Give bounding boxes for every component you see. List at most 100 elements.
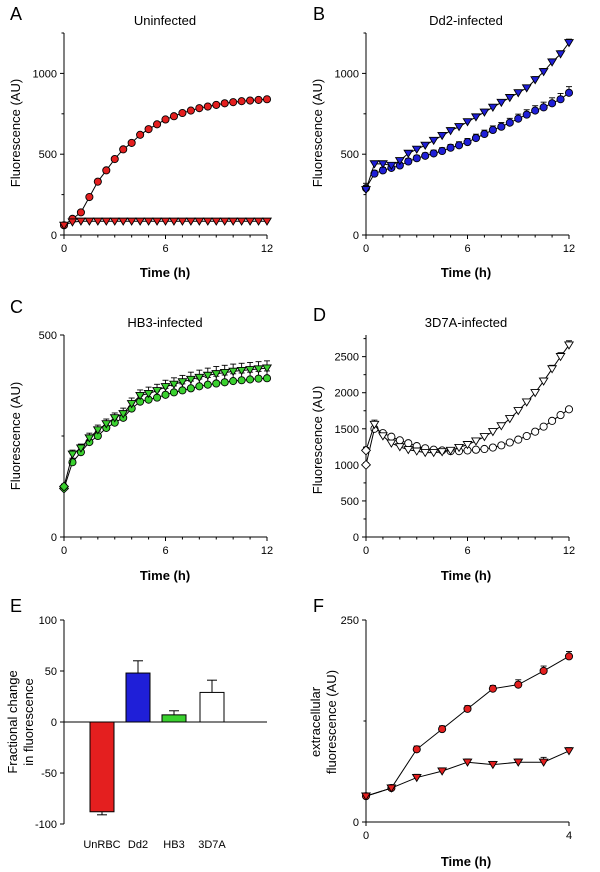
panel-f-point-circles	[514, 680, 523, 689]
panel-a-point-triangles	[228, 217, 239, 226]
panel-c-point-circles	[186, 384, 195, 393]
panel-e-category-label: Dd2	[128, 839, 148, 851]
panel-b-point-triangles	[386, 161, 397, 171]
panel-b-point-triangles	[428, 136, 439, 146]
panel-a-point-triangles	[168, 217, 179, 226]
panel-a-x-tick-label: 6	[162, 243, 168, 255]
panel-a-point-circles	[254, 95, 263, 104]
panel-f-point-triangles	[513, 758, 524, 767]
panel-b-point-triangles	[377, 160, 388, 169]
panel-b-point-circles	[514, 114, 523, 123]
panel-e-category-label: HB3	[163, 839, 184, 851]
panel-e-category-label: 3D7A	[198, 839, 226, 851]
panel-c-point-triangles	[152, 387, 163, 396]
panel-b-point-circles	[488, 125, 497, 135]
panel-e-bar-HB3	[161, 714, 187, 723]
panel-a-point-circles	[262, 95, 272, 104]
panel-f-series-triangles-line	[365, 750, 570, 797]
panel-d-point-circles	[480, 444, 489, 454]
panel-f-point-circles	[488, 684, 497, 693]
panel-c-point-triangles	[160, 383, 171, 392]
panel-a-point-triangles	[75, 217, 86, 226]
panel-c-point-triangles	[118, 410, 129, 419]
panel-d-point-triangles	[538, 377, 549, 386]
panel-b-x-tick-label: 12	[563, 243, 575, 255]
panel-a-point-circles	[203, 102, 212, 111]
panel-d-point-triangles	[547, 365, 558, 374]
panel-c-point-triangles	[109, 414, 120, 423]
panel-c-point-triangles	[84, 434, 95, 443]
panel-d-point-triangles	[555, 353, 566, 362]
panel-d-point-triangles	[377, 432, 388, 441]
panel-c-point-triangles	[135, 392, 146, 401]
panel-a-point-circles	[220, 99, 229, 108]
panel-f-point-circles	[539, 666, 548, 675]
panel-a-ylabel: Fluorescence (AU)	[8, 79, 23, 187]
panel-d-title: 3D7A-infected	[425, 315, 507, 330]
panel-a-plot: 0 6 12 0 500 1000	[33, 32, 273, 255]
panel-d-point-circles	[488, 443, 497, 452]
panel-f-point-triangles	[487, 761, 498, 770]
panel-f-y-tick-label: 0	[353, 817, 359, 829]
panel-b-y-tick-label: 1000	[335, 68, 359, 80]
panel-d-series-triangles-line	[365, 344, 570, 454]
panel-f-point-triangles	[538, 758, 549, 767]
panel-d-point-circles	[564, 405, 574, 414]
panel-b-point-triangles	[369, 160, 380, 169]
panel-d-plot: 0 6 12 0 500 1000 1500 2000 2500	[335, 335, 575, 557]
panel-d-point-circles	[360, 459, 372, 470]
panel-b-point-circles	[404, 157, 413, 166]
panel-f-point-circles	[564, 652, 574, 661]
panel-a-point-circles	[178, 108, 187, 118]
panel-b-point-circles	[556, 95, 565, 104]
panel-c-point-circles	[212, 379, 221, 388]
panel-a: A Uninfected Fluorescence (AU) Time (h) …	[8, 4, 273, 280]
panel-a-point-circles	[119, 145, 128, 154]
panel-d-point-triangles	[369, 420, 380, 430]
panel-f-x-tick-label: 4	[566, 830, 572, 842]
panel-b-point-triangles	[411, 145, 422, 155]
panel-c-point-triangles	[211, 370, 222, 379]
panel-c-point-circles	[195, 382, 204, 391]
panel-b-point-triangles	[564, 39, 574, 48]
panel-e-bar-Dd2	[125, 672, 151, 723]
panel-d-point-circles	[404, 439, 413, 448]
panel-d-point-triangles	[454, 443, 465, 453]
panel-b-point-triangles	[521, 84, 532, 93]
panel-b-point-triangles	[513, 89, 524, 98]
panel-d-y-tick-label: 0	[353, 532, 359, 544]
panel-c-point-triangles	[228, 367, 239, 377]
panel-c-point-circles	[229, 377, 238, 386]
panel-c-point-triangles	[75, 444, 86, 453]
panel-a-x-tick-label: 12	[261, 243, 273, 255]
panel-a-point-circles	[127, 138, 136, 147]
panel-c-point-triangles	[219, 368, 230, 378]
panel-e-bar-UnRBC	[89, 721, 115, 813]
panel-d-x-tick-label: 12	[563, 545, 575, 557]
panel-c-plot: 0 6 12 0 500	[39, 330, 273, 557]
panel-b-point-circles	[429, 149, 438, 158]
panel-c-point-circles	[161, 390, 170, 399]
panel-f-point-triangles	[386, 784, 397, 793]
panel-c-point-triangles	[262, 364, 272, 373]
panel-b-y-tick-label: 0	[353, 230, 359, 242]
panel-d-point-triangles	[445, 446, 456, 456]
panel-d-point-triangles	[394, 443, 405, 452]
panel-d-point-triangles	[513, 407, 524, 416]
panel-b-point-triangles	[555, 50, 566, 59]
panel-d-y-tick-label: 1500	[335, 424, 359, 436]
panel-e-ylabel-line1: Fractional change	[5, 670, 20, 773]
panel-b-point-triangles	[361, 186, 371, 195]
panel-c: C HB3-infected Fluorescence (AU) Time (h…	[8, 297, 273, 583]
panel-d-point-circles	[395, 436, 404, 445]
panel-c-point-circles	[237, 376, 246, 385]
panel-f-point-triangles	[564, 747, 574, 756]
panel-d-point-triangles	[530, 389, 541, 398]
panel-c-point-triangles	[101, 420, 112, 429]
panel-d-point-triangles	[437, 448, 448, 457]
panel-b-point-triangles	[487, 103, 498, 112]
panel-letter-b: B	[313, 4, 325, 24]
panel-d-point-circles	[471, 445, 481, 454]
panel-d-y-tick-label: 2000	[335, 388, 359, 400]
panel-a-point-triangles	[143, 217, 154, 226]
